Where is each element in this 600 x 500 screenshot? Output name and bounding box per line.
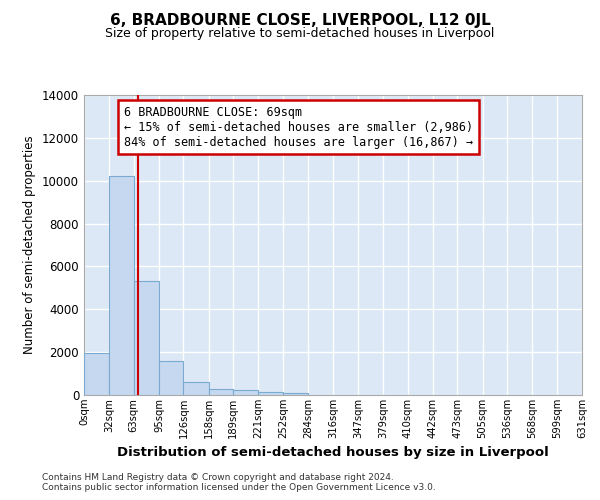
Bar: [109, 176, 134, 395]
Text: 6, BRADBOURNE CLOSE, LIVERPOOL, L12 0JL: 6, BRADBOURNE CLOSE, LIVERPOOL, L12 0JL: [110, 12, 490, 28]
Bar: [184, 382, 209, 395]
Y-axis label: Number of semi-detached properties: Number of semi-detached properties: [23, 136, 37, 354]
Bar: [233, 390, 259, 395]
Bar: [134, 282, 159, 395]
Text: Size of property relative to semi-detached houses in Liverpool: Size of property relative to semi-detach…: [106, 28, 494, 40]
Bar: [84, 353, 109, 395]
Text: Contains public sector information licensed under the Open Government Licence v3: Contains public sector information licen…: [42, 484, 436, 492]
Bar: [283, 393, 308, 395]
Bar: [159, 361, 184, 395]
Text: 6 BRADBOURNE CLOSE: 69sqm
← 15% of semi-detached houses are smaller (2,986)
84% : 6 BRADBOURNE CLOSE: 69sqm ← 15% of semi-…: [124, 106, 473, 148]
Bar: [209, 389, 233, 395]
X-axis label: Distribution of semi-detached houses by size in Liverpool: Distribution of semi-detached houses by …: [117, 446, 549, 460]
Bar: [259, 392, 283, 395]
Text: Contains HM Land Registry data © Crown copyright and database right 2024.: Contains HM Land Registry data © Crown c…: [42, 472, 394, 482]
